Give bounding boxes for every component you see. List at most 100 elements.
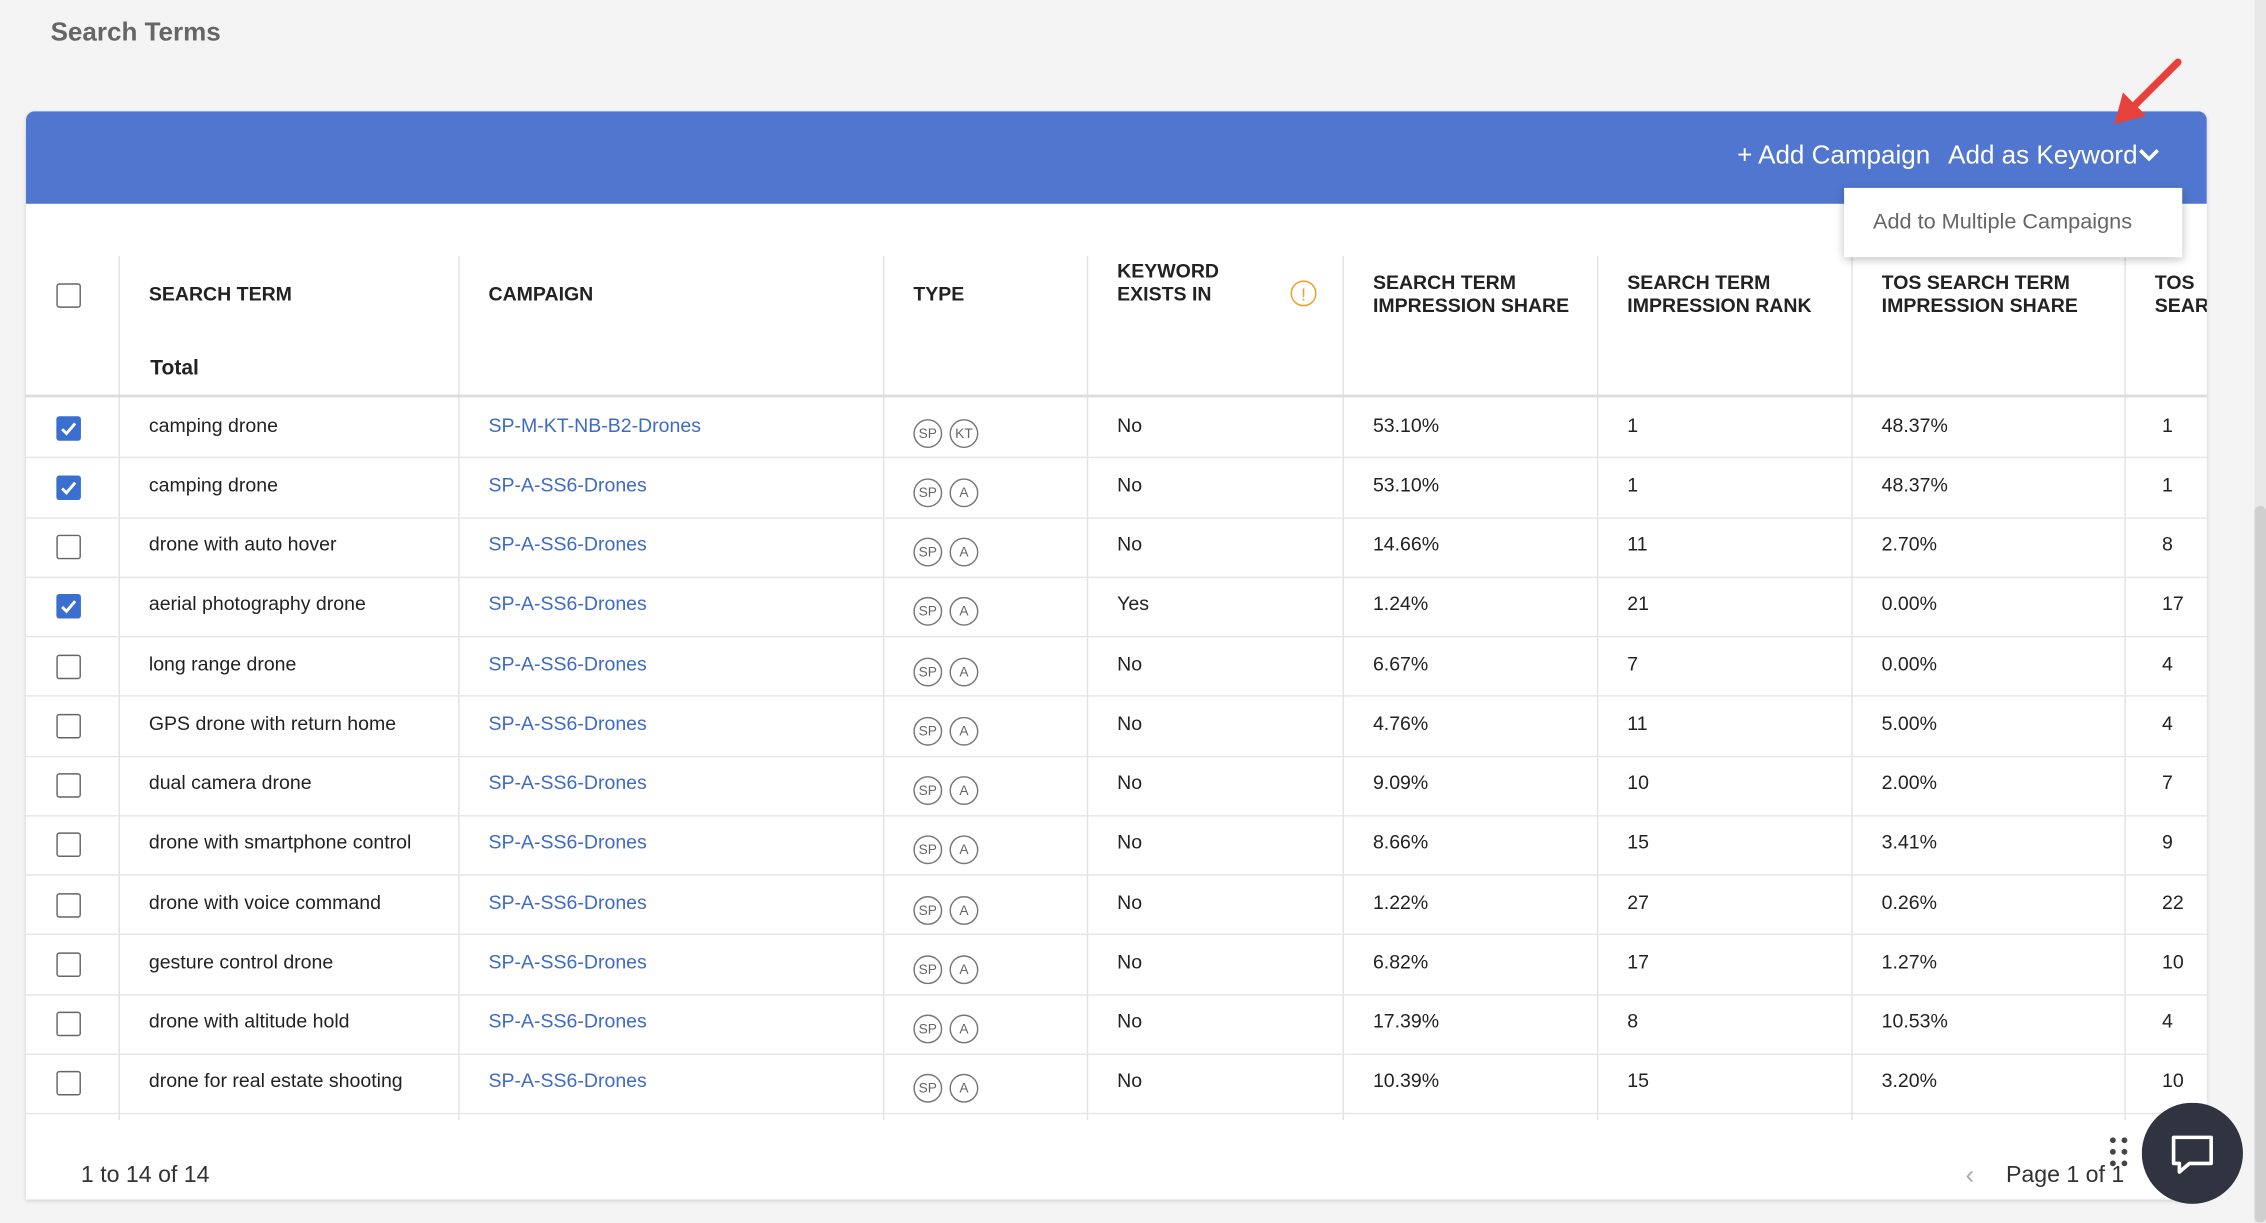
table-cell: No: [1117, 1010, 1143, 1033]
table-cell: 1.24%: [1372, 593, 1429, 615]
toolbar: [26, 111, 2207, 204]
type-badges: SP A: [913, 716, 985, 746]
type-badges: SP A: [913, 1074, 985, 1104]
type-badge: A: [949, 478, 979, 508]
table-cell: No: [1117, 950, 1143, 973]
table-footer: [26, 1120, 2207, 1200]
campaign-link[interactable]: SP-A-SS6-Drones: [488, 1069, 647, 1092]
table-cell: No: [1117, 414, 1143, 436]
campaign-link[interactable]: SP-A-SS6-Drones: [488, 712, 647, 734]
table-cell: No: [1117, 473, 1143, 496]
table-cell: 53.10%: [1372, 473, 1440, 496]
table-cell: 22: [2162, 891, 2184, 913]
table-cell: long range drone: [148, 652, 297, 675]
row-divider: [26, 874, 2207, 876]
row-checkbox[interactable]: [56, 952, 81, 977]
scroll-thumb[interactable]: [2254, 505, 2266, 1223]
table-cell: 27: [1627, 891, 1650, 913]
type-badges: SP A: [913, 1014, 985, 1044]
campaign-link[interactable]: SP-A-SS6-Drones: [488, 950, 647, 973]
table-cell: gesture control drone: [148, 950, 334, 973]
table-cell: GPS drone with return home: [148, 712, 397, 734]
add-campaign-button[interactable]: + Add Campaign: [1737, 140, 1931, 170]
table-cell: No: [1117, 831, 1143, 854]
type-badge: SP: [913, 478, 943, 508]
table-cell: 9.09%: [1372, 771, 1429, 794]
campaign-link[interactable]: SP-A-SS6-Drones: [488, 771, 647, 794]
column-header: TOS SEARCH TERM IMPRESSION SHARE: [1881, 271, 2078, 317]
table-cell: 10.53%: [1881, 1010, 1948, 1033]
column-divider: [1851, 255, 1853, 1121]
table-cell: 21: [1627, 593, 1650, 615]
info-icon[interactable]: !: [1290, 280, 1317, 307]
row-checkbox[interactable]: [56, 1071, 81, 1097]
campaign-link[interactable]: SP-A-SS6-Drones: [488, 1010, 647, 1033]
row-checkbox[interactable]: [56, 892, 81, 918]
add-keyword-button[interactable]: Add as Keyword: [1948, 140, 2138, 170]
table-cell: 17: [1627, 950, 1650, 973]
table-cell: 2.70%: [1881, 533, 1937, 556]
campaign-link[interactable]: SP-A-SS6-Drones: [488, 473, 647, 496]
row-checkbox[interactable]: [56, 534, 81, 560]
type-badges: SP A: [913, 955, 985, 985]
column-divider: [2124, 255, 2126, 1121]
table-cell: 4: [2162, 1010, 2173, 1033]
row-checkbox[interactable]: [56, 713, 81, 739]
row-checkbox[interactable]: [56, 654, 81, 679]
check-mark: [61, 481, 77, 495]
table-cell: 1: [2162, 414, 2173, 436]
row-divider: [26, 814, 2207, 817]
table-cell: 6.67%: [1372, 652, 1429, 675]
campaign-link[interactable]: SP-A-SS6-Drones: [488, 593, 647, 615]
table-cell: 10: [2162, 1069, 2184, 1092]
dropdown-item[interactable]: Add to Multiple Campaigns: [1872, 209, 2133, 235]
row-checkbox[interactable]: [56, 475, 81, 500]
type-badge: KT: [949, 418, 979, 448]
row-checkbox[interactable]: [56, 773, 81, 798]
table-cell: 1.22%: [1372, 891, 1429, 913]
drag-handle[interactable]: [2107, 1136, 2130, 1171]
table-cell: aerial photography drone: [148, 593, 366, 615]
column-header: SEARCH TERM: [148, 283, 292, 305]
campaign-link[interactable]: SP-A-SS6-Drones: [488, 831, 647, 854]
row-divider: [26, 1053, 2207, 1055]
table-cell: 1: [1627, 414, 1639, 436]
row-divider: [26, 457, 2207, 459]
row-checkbox[interactable]: [56, 1011, 81, 1037]
type-badge: SP: [913, 716, 943, 746]
campaign-link[interactable]: SP-A-SS6-Drones: [488, 652, 647, 675]
row-checkbox[interactable]: [56, 594, 81, 620]
select-all-checkbox[interactable]: [56, 283, 81, 308]
table-cell: 1: [2162, 473, 2173, 496]
row-divider: [26, 695, 2207, 697]
table-cell: drone with smartphone control: [148, 831, 412, 854]
prev-page[interactable]: ‹: [1965, 1160, 1975, 1190]
table-cell: drone with voice command: [148, 891, 381, 913]
row-checkbox[interactable]: [56, 832, 81, 858]
table-cell: Yes: [1117, 593, 1149, 615]
row-divider: [26, 933, 2207, 936]
row-divider: [26, 755, 2207, 757]
table-cell: dual camera drone: [148, 771, 312, 794]
column-divider: [1342, 255, 1345, 1121]
campaign-link[interactable]: SP-M-KT-NB-B2-Drones: [488, 414, 701, 436]
table-cell: No: [1117, 771, 1143, 794]
table-cell: 11: [1627, 533, 1648, 556]
column-divider: [883, 255, 885, 1121]
row-checkbox[interactable]: [56, 415, 81, 441]
campaign-link[interactable]: SP-A-SS6-Drones: [488, 533, 647, 556]
table-cell: camping drone: [148, 414, 278, 436]
type-badge: SP: [913, 776, 943, 806]
chevron: [2139, 149, 2159, 162]
row-divider: [26, 1112, 2207, 1115]
chat-button[interactable]: [2141, 1102, 2246, 1207]
table-cell: 10: [2162, 950, 2184, 973]
table-cell: 48.37%: [1881, 473, 1948, 496]
table-cell: 10.39%: [1372, 1069, 1440, 1092]
table-cell: No: [1117, 1069, 1143, 1092]
table-cell: 15: [1627, 1069, 1650, 1092]
type-badge: A: [949, 895, 979, 925]
campaign-link[interactable]: SP-A-SS6-Drones: [488, 891, 647, 913]
table-cell: 53.10%: [1372, 414, 1440, 436]
